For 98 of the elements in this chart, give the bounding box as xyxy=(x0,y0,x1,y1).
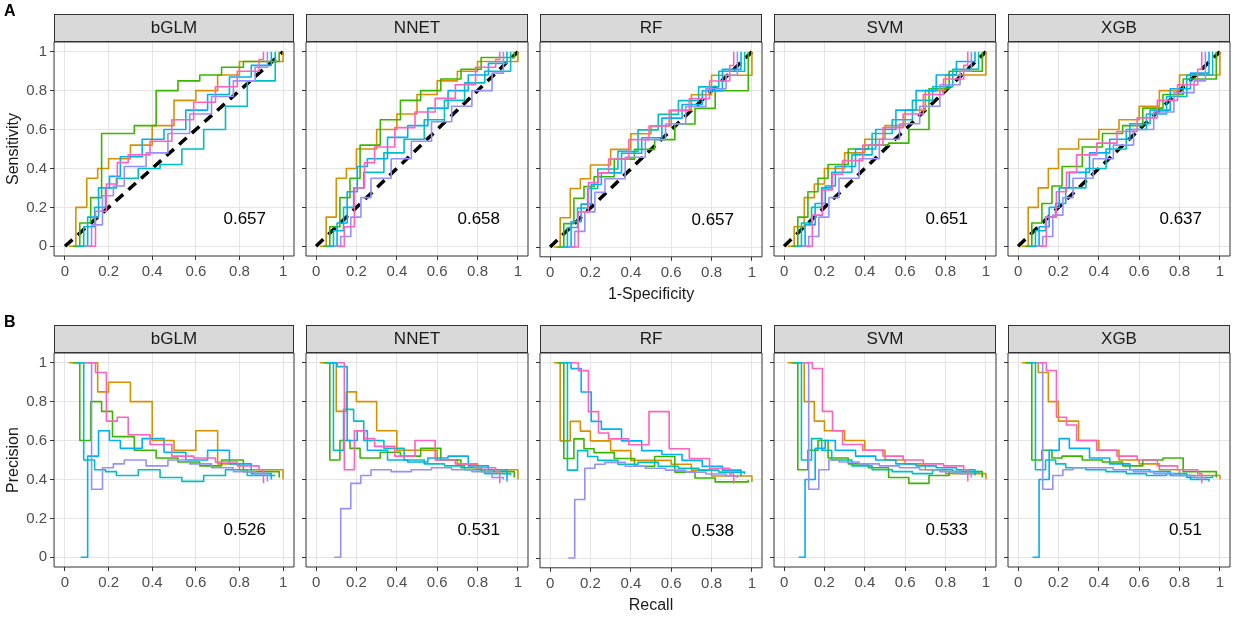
x-tick-label: 0.8 xyxy=(935,262,956,280)
y-tick-label: 0.2 xyxy=(26,508,48,526)
x-tick-label: 1 xyxy=(278,573,288,591)
x-tick-label: 0.8 xyxy=(1169,262,1190,280)
y-tick-label: 0.6 xyxy=(26,119,48,137)
x-tick-label: 0.4 xyxy=(141,262,163,280)
x-tick-label: 1 xyxy=(278,262,288,280)
x-tick-label: 0.4 xyxy=(620,262,642,280)
annotation: 0.657 xyxy=(691,209,734,229)
y-axis-title: Precision xyxy=(4,427,22,493)
y-tick-label: 0 xyxy=(38,236,48,254)
x-tick-label: 0.6 xyxy=(1128,262,1150,280)
x-axis-title: 1-Specificity xyxy=(607,284,695,302)
x-tick-label: 0.2 xyxy=(346,262,367,280)
y-tick-label: 0.4 xyxy=(26,469,48,487)
y-tick-label: 0 xyxy=(38,547,48,565)
x-tick-label: 0.6 xyxy=(660,262,682,280)
x-tick-label: 0 xyxy=(1013,262,1023,280)
x-tick-label: 0.6 xyxy=(185,573,207,591)
x-tick-label: 1 xyxy=(513,262,523,280)
x-tick-label: 0.4 xyxy=(854,573,876,591)
x-tick-label: 0 xyxy=(779,262,789,280)
chart-title: XGB xyxy=(1008,325,1230,353)
annotation: 0.651 xyxy=(925,209,968,229)
x-tick-label: 0 xyxy=(545,573,555,591)
x-tick-label: 0.8 xyxy=(935,573,956,591)
x-tick-label: 0.4 xyxy=(1088,262,1110,280)
x-tick-label: 0.2 xyxy=(580,573,601,591)
x-tick-label: 0.4 xyxy=(141,573,163,591)
x-tick-label: 0.2 xyxy=(814,262,835,280)
annotation: 0.51 xyxy=(1168,520,1202,540)
x-axis-title: Recall xyxy=(628,595,674,613)
x-tick-label: 0.6 xyxy=(894,262,916,280)
x-tick-label: 1 xyxy=(981,262,991,280)
chart-title: NNET xyxy=(306,325,528,353)
x-tick-label: 0.2 xyxy=(1048,262,1069,280)
x-tick-label: 0.2 xyxy=(1048,573,1069,591)
annotation: 0.658 xyxy=(457,209,500,229)
x-tick-label: 1 xyxy=(1215,573,1225,591)
chart-title: NNET xyxy=(306,14,528,42)
x-tick-label: 0.6 xyxy=(1128,573,1150,591)
annotation: 0.538 xyxy=(691,520,734,540)
y-axis-title: Sensitivity xyxy=(4,112,22,186)
x-tick-label: 0.2 xyxy=(98,262,120,280)
y-tick-label: 0.4 xyxy=(26,158,48,176)
y-tick-label: 0.6 xyxy=(26,430,48,448)
x-tick-label: 0.8 xyxy=(701,262,722,280)
chart-title: RF xyxy=(540,14,762,42)
x-tick-label: 0.4 xyxy=(1088,573,1110,591)
x-tick-label: 0.6 xyxy=(426,573,448,591)
chart-title: RF xyxy=(540,325,762,353)
x-tick-label: 0.8 xyxy=(1169,573,1190,591)
annotation: 0.533 xyxy=(925,520,968,540)
x-tick-label: 1 xyxy=(513,573,523,591)
x-tick-label: 0.6 xyxy=(426,262,448,280)
annotation: 0.657 xyxy=(223,209,266,229)
x-tick-label: 0 xyxy=(311,262,321,280)
y-tick-label: 0.8 xyxy=(26,80,48,98)
x-tick-label: 1 xyxy=(747,262,757,280)
chart-title: SVM xyxy=(774,325,996,353)
chart-title: SVM xyxy=(774,14,996,42)
x-tick-label: 0.4 xyxy=(854,262,876,280)
x-tick-label: 0.8 xyxy=(229,573,250,591)
x-tick-label: 0.8 xyxy=(467,573,488,591)
chart-title: bGLM xyxy=(54,325,294,353)
y-tick-label: 0.8 xyxy=(26,391,48,409)
x-tick-label: 0.2 xyxy=(346,573,367,591)
x-tick-label: 0 xyxy=(60,262,70,280)
x-tick-label: 0.4 xyxy=(620,573,642,591)
x-tick-label: 1 xyxy=(981,573,991,591)
x-tick-label: 0 xyxy=(545,262,555,280)
x-tick-label: 0 xyxy=(60,573,70,591)
text: B xyxy=(4,313,16,331)
x-tick-label: 0 xyxy=(1013,573,1023,591)
annotation: 0.526 xyxy=(223,520,266,540)
x-tick-label: 0.8 xyxy=(229,262,250,280)
x-tick-label: 0.6 xyxy=(660,573,682,591)
annotation: 0.531 xyxy=(457,520,500,540)
y-tick-label: 1 xyxy=(38,41,48,59)
x-tick-label: 0.2 xyxy=(814,573,835,591)
annotation: 0.637 xyxy=(1159,209,1202,229)
x-tick-label: 0.8 xyxy=(467,262,488,280)
x-tick-label: 0.6 xyxy=(185,262,207,280)
y-tick-label: 0.2 xyxy=(26,197,48,215)
x-tick-label: 0.4 xyxy=(386,262,408,280)
x-tick-label: 0.4 xyxy=(386,573,408,591)
x-tick-label: 1 xyxy=(747,573,757,591)
y-tick-label: 1 xyxy=(38,352,48,370)
chart-title: bGLM xyxy=(54,14,294,42)
x-tick-label: 0.2 xyxy=(98,573,120,591)
x-tick-label: 0.6 xyxy=(894,573,916,591)
text: A xyxy=(4,2,16,20)
x-tick-label: 0.2 xyxy=(580,262,601,280)
x-tick-label: 0 xyxy=(311,573,321,591)
x-tick-label: 0.8 xyxy=(701,573,722,591)
x-tick-label: 1 xyxy=(1215,262,1225,280)
x-tick-label: 0 xyxy=(779,573,789,591)
chart-title: XGB xyxy=(1008,14,1230,42)
